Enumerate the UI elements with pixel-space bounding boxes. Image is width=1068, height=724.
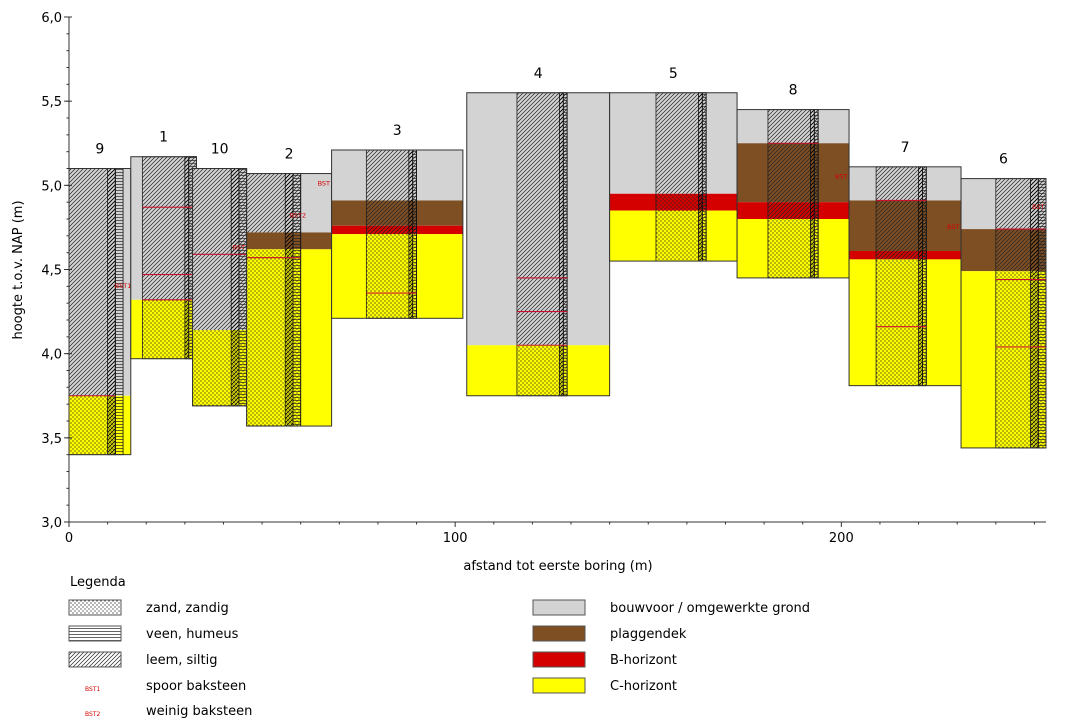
texture-zand	[876, 259, 927, 386]
strip	[107, 168, 116, 456]
boring-7: BST2 7	[848, 140, 964, 387]
strip	[698, 92, 703, 262]
legend-swatch-leem-pattern	[68, 651, 122, 668]
legend-swatch-zand-pattern	[68, 599, 122, 616]
boring-label: 9	[95, 142, 104, 158]
x-tick-label: 100	[443, 531, 468, 546]
strip	[810, 109, 815, 279]
bst-label: BST1	[233, 243, 250, 251]
strip	[701, 92, 707, 262]
x-tick-label: 0	[65, 531, 73, 546]
boring-2: BST1 BST2 2	[246, 147, 335, 427]
legend-label-bouwvoor: bouwvoor / omgewerkte grond	[610, 601, 810, 616]
boring-8: BST2 8	[736, 83, 852, 279]
texture-zand	[767, 219, 819, 278]
boring-label: 6	[999, 152, 1008, 168]
boring-label: 2	[285, 147, 294, 163]
strip	[230, 168, 240, 407]
boring-label: 8	[789, 83, 798, 99]
bst-label: BST1	[318, 179, 335, 187]
y-tick-label: 3,5	[41, 432, 62, 447]
boring-5: 5	[609, 66, 738, 262]
y-tick-label: 5,5	[41, 95, 62, 110]
y-axis-title: hoogte t.o.v. NAP (m)	[11, 200, 26, 339]
boring-9: BST1 9	[68, 142, 132, 456]
boring-1: 1	[130, 130, 197, 360]
bst-label: BST1	[115, 282, 132, 290]
x-tick-label: 200	[829, 531, 854, 546]
strip	[562, 92, 568, 397]
legend-label-plaggendek: plaggendek	[610, 627, 687, 642]
texture-leem	[876, 166, 927, 260]
boring-label: 1	[159, 130, 168, 146]
boring-label: 4	[534, 66, 543, 82]
y-tick-label: 4,0	[41, 348, 62, 363]
boring-6: BST 6	[960, 152, 1047, 449]
boring-label: 5	[669, 66, 678, 82]
strip	[559, 92, 564, 397]
bst-label: BST2	[835, 173, 852, 181]
bst-label: BST2	[290, 211, 307, 219]
boring-10: BST1 10	[192, 142, 250, 407]
strip	[1037, 178, 1047, 449]
bst-label: BST	[1032, 203, 1044, 211]
legend-label-c-horizont: C-horizont	[610, 679, 677, 694]
y-tick-label: 5,0	[41, 179, 62, 194]
strip	[1030, 178, 1039, 449]
legend-label-bst2: weinig baksteen	[146, 704, 252, 719]
strip	[114, 168, 124, 456]
texture-zand	[655, 193, 707, 262]
axes: 3,0 3,5 4,0 4,5 5,0 5,5 6,0 0 100 200	[41, 11, 1046, 546]
legend-label-b-horizont: B-horizont	[610, 653, 677, 668]
texture-leem	[366, 149, 417, 235]
boring-outline	[331, 149, 464, 319]
strip	[184, 156, 190, 360]
legend-swatch-bouwvoor	[532, 599, 586, 616]
boring-label: 3	[393, 123, 402, 139]
strip	[238, 168, 248, 407]
legend-label-bst1: spoor baksteen	[146, 679, 246, 694]
legend-swatch-b-horizont	[532, 651, 586, 668]
legend-label-leem: leem, siltig	[146, 653, 218, 668]
legend-swatch-veen-pattern	[68, 625, 122, 642]
legend-label-zand: zand, zandig	[146, 601, 229, 616]
boring-4: 4	[466, 66, 611, 397]
x-axis-title: afstand tot eerste boring (m)	[463, 559, 652, 574]
legend: Legenda zand, zandig veen, humeus leem, …	[68, 575, 810, 719]
plot-area: BST1 9 1 BST1 10 BST1 BST2 2 3 4 5 BST2 8 BST2 7 BST 6	[68, 66, 1047, 456]
y-tick-label: 3,0	[41, 516, 62, 531]
strip	[922, 166, 927, 387]
legend-symbol-bst1: BST1	[85, 686, 100, 693]
boring-3: 3	[331, 123, 464, 319]
legend-title: Legenda	[70, 575, 126, 590]
texture-zand	[516, 345, 568, 396]
legend-label-veen: veen, humeus	[146, 627, 239, 642]
legend-swatch-c-horizont	[532, 677, 586, 694]
legend-swatch-plaggendek	[532, 625, 586, 642]
legend-symbol-bst2: BST2	[85, 711, 100, 718]
texture-zand	[366, 234, 417, 319]
boring-label: 10	[211, 142, 229, 158]
bst-label: BST2	[947, 223, 964, 231]
strip	[813, 109, 819, 279]
texture-leem	[655, 92, 707, 194]
y-tick-label: 4,5	[41, 264, 62, 279]
boring-label: 7	[901, 140, 910, 156]
texture-leem	[767, 109, 819, 219]
strip	[918, 166, 923, 387]
texture-leem	[516, 92, 568, 346]
boring-outline	[960, 178, 1047, 449]
y-tick-label: 6,0	[41, 11, 62, 26]
